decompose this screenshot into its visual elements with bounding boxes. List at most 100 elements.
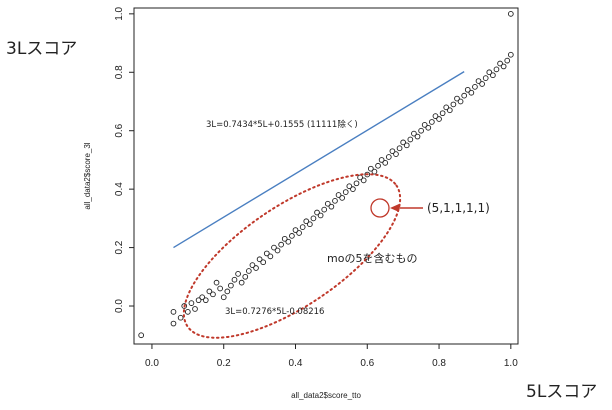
data-point — [192, 306, 198, 312]
data-point — [507, 10, 514, 17]
data-point — [274, 247, 281, 254]
y-tick-label: 0.8 — [114, 65, 125, 79]
x-tick-label: 0.4 — [289, 358, 303, 369]
data-point — [486, 69, 493, 76]
lower-equation: 3L=0.7276*5L-0.08216 — [225, 307, 324, 317]
data-point — [493, 66, 500, 73]
y-tick-label: 1.0 — [114, 6, 125, 20]
data-point — [407, 136, 414, 143]
data-point — [263, 250, 270, 257]
data-point — [490, 72, 496, 79]
data-point — [314, 209, 320, 216]
data-point — [256, 256, 263, 263]
data-point — [220, 294, 227, 301]
data-point — [432, 113, 439, 119]
data-point — [411, 130, 417, 137]
data-point — [317, 212, 324, 219]
data-point — [504, 57, 511, 64]
data-point — [342, 189, 349, 195]
data-point — [468, 89, 475, 96]
data-point — [289, 233, 295, 239]
y-tick-label: 0.0 — [114, 299, 125, 313]
data-point — [425, 124, 432, 131]
data-point — [507, 51, 514, 58]
data-point — [378, 157, 385, 163]
data-point — [228, 282, 234, 289]
y-axis-title: all_data2$score_3l — [83, 142, 92, 209]
data-point — [253, 265, 259, 271]
data-point — [357, 174, 363, 181]
data-point — [368, 165, 374, 172]
data-point — [443, 104, 450, 111]
data-point — [335, 192, 342, 198]
data-point — [439, 110, 446, 117]
data-point — [396, 145, 403, 152]
x-tick-label: 0.2 — [217, 358, 231, 369]
highlight-arrowhead — [390, 204, 399, 212]
data-point — [446, 107, 453, 114]
data-point — [184, 309, 191, 315]
x-tick-label: 1.0 — [504, 358, 518, 369]
data-point — [202, 297, 209, 304]
data-point — [464, 86, 471, 93]
data-point — [350, 186, 356, 192]
data-point — [206, 288, 213, 295]
data-point — [249, 262, 256, 268]
data-point — [393, 151, 399, 157]
data-point — [346, 183, 353, 190]
x-caption: 5Lスコア — [526, 382, 597, 402]
data-points — [138, 10, 514, 339]
data-point — [235, 271, 241, 277]
data-point — [385, 154, 392, 160]
regression-line — [173, 71, 465, 249]
data-point — [457, 98, 464, 105]
lower-cluster-ellipse — [182, 173, 402, 339]
y-tick-label: 0.2 — [114, 240, 125, 254]
data-point — [400, 139, 407, 146]
data-point — [324, 200, 331, 207]
data-point — [371, 168, 378, 175]
data-point — [260, 259, 267, 266]
data-point — [332, 197, 338, 204]
data-point — [321, 206, 328, 213]
data-point — [303, 218, 310, 225]
data-point — [199, 294, 206, 301]
data-point — [472, 84, 478, 90]
data-point — [271, 244, 277, 251]
x-tick-label: 0.0 — [145, 358, 159, 369]
x-tick-label: 0.6 — [360, 358, 374, 369]
data-point — [454, 95, 460, 102]
data-point — [482, 75, 489, 81]
data-point — [500, 63, 507, 70]
data-point — [210, 291, 216, 298]
data-point — [382, 160, 389, 166]
data-point — [195, 297, 202, 304]
data-point — [217, 285, 223, 292]
data-point — [375, 162, 381, 169]
data-point — [339, 195, 345, 201]
data-point — [296, 230, 302, 236]
data-point — [138, 332, 145, 339]
data-point — [224, 288, 231, 295]
data-point — [231, 276, 238, 283]
data-point — [328, 203, 335, 210]
data-point — [299, 224, 306, 230]
data-point — [353, 180, 360, 187]
data-point — [414, 133, 421, 140]
data-point — [497, 60, 503, 67]
data-point — [360, 177, 367, 184]
data-point — [281, 235, 288, 242]
data-point — [421, 122, 428, 128]
data-point — [450, 101, 457, 108]
data-point — [436, 116, 442, 122]
data-point — [418, 127, 424, 134]
data-point — [292, 227, 299, 233]
data-point — [403, 142, 410, 149]
y-axis: 0.0 0.2 0.4 0.6 0.8 1.0 — [114, 6, 134, 313]
data-point — [181, 303, 188, 309]
regression-equation: 3L=0.7434*5L+0.1555 (11111除く) — [206, 119, 358, 130]
data-point — [213, 279, 220, 286]
data-point — [238, 279, 245, 286]
y-tick-label: 0.4 — [114, 182, 125, 196]
